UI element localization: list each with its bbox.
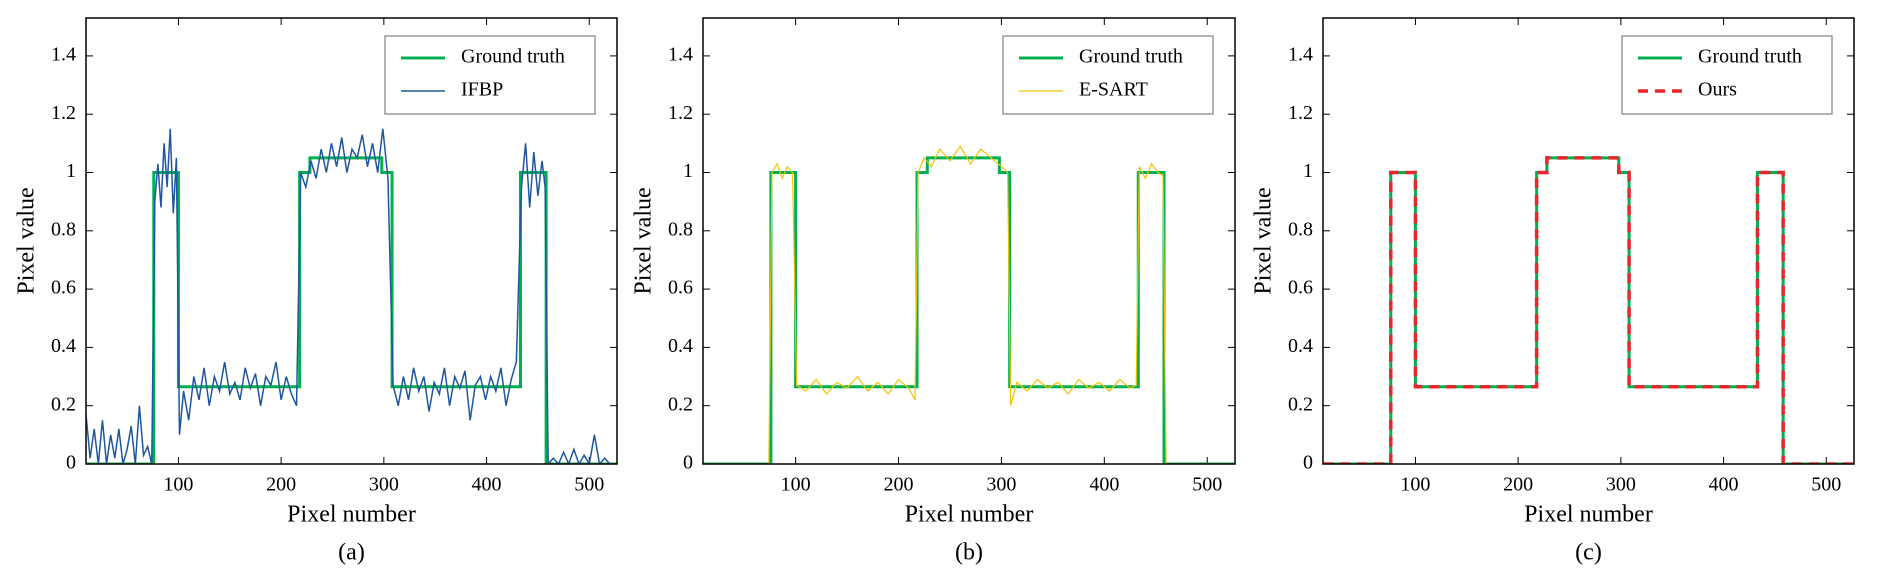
y-axis-label: Pixel value xyxy=(631,187,657,294)
x-tick-label: 400 xyxy=(1709,474,1739,496)
panel: 0 0.2 0.4 0.6 0.8 1 1.2 1.4 100 200 300 400 500 Pixel… xyxy=(1251,17,1855,566)
y-tick-label: 0.4 xyxy=(668,335,693,357)
series-line xyxy=(86,156,617,464)
series-line xyxy=(1323,156,1854,464)
y-tick-label: 0.4 xyxy=(1288,335,1313,357)
panel: 0 0.2 0.4 0.6 0.8 1 1.2 1.4 100 200 300 400 500 Pixel… xyxy=(14,17,618,566)
y-tick-label: 0.8 xyxy=(1288,218,1313,240)
legend-label: Ours xyxy=(1698,79,1737,101)
caption: (b) xyxy=(955,540,983,566)
plot-frame xyxy=(85,17,618,465)
x-tick-label: 500 xyxy=(1811,474,1841,496)
x-tick-label: 200 xyxy=(884,474,914,496)
y-tick-label: 1.4 xyxy=(668,43,693,65)
x-tick-label: 200 xyxy=(1503,474,1533,496)
legend-label: E-SART xyxy=(1079,79,1148,101)
y-tick-label: 0 xyxy=(66,452,76,474)
series-line xyxy=(703,156,1235,464)
y-tick-label: 0.4 xyxy=(51,335,76,357)
y-tick-label: 1.2 xyxy=(1288,102,1313,124)
x-tick-label: 400 xyxy=(472,474,502,496)
x-tick-label: 300 xyxy=(986,474,1016,496)
series-line xyxy=(1323,156,1854,464)
y-tick-label: 0.6 xyxy=(1288,277,1313,299)
x-tick-label: 500 xyxy=(574,474,604,496)
y-tick-label: 0 xyxy=(683,452,693,474)
y-axis-label: Pixel value xyxy=(1251,187,1277,294)
legend-label: Ground truth xyxy=(461,46,565,68)
legend-box xyxy=(384,35,596,115)
x-axis-label: Pixel number xyxy=(905,502,1034,528)
x-tick-label: 100 xyxy=(781,474,811,496)
y-tick-label: 1.4 xyxy=(1288,43,1313,65)
y-tick-label: 1.4 xyxy=(51,43,76,65)
y-tick-label: 0.6 xyxy=(668,277,693,299)
y-tick-label: 0.2 xyxy=(51,393,76,415)
x-tick-label: 100 xyxy=(163,474,193,496)
legend-box xyxy=(1621,35,1833,115)
legend-box xyxy=(1002,35,1214,115)
y-tick-label: 1 xyxy=(683,160,693,182)
y-tick-label: 1.2 xyxy=(51,102,76,124)
y-tick-label: 0.8 xyxy=(668,218,693,240)
x-tick-label: 400 xyxy=(1089,474,1119,496)
x-tick-label: 500 xyxy=(1192,474,1222,496)
plot-frame xyxy=(702,17,1236,465)
y-tick-label: 0.2 xyxy=(1288,393,1313,415)
y-tick-label: 1 xyxy=(66,160,76,182)
y-tick-label: 0.8 xyxy=(51,218,76,240)
y-tick-label: 0.6 xyxy=(51,277,76,299)
legend-label: Ground truth xyxy=(1079,46,1183,68)
y-axis-label: Pixel value xyxy=(14,187,40,294)
legend-label: IFBP xyxy=(461,79,503,101)
series-line xyxy=(703,145,1235,464)
x-axis-label: Pixel number xyxy=(1524,502,1653,528)
x-tick-label: 200 xyxy=(266,474,296,496)
panel: 0 0.2 0.4 0.6 0.8 1 1.2 1.4 100 200 300 400 500 Pixel… xyxy=(631,17,1236,566)
legend-label: Ground truth xyxy=(1698,46,1802,68)
x-tick-label: 100 xyxy=(1400,474,1430,496)
caption: (c) xyxy=(1575,540,1602,566)
x-axis-label: Pixel number xyxy=(287,502,416,528)
caption: (a) xyxy=(338,540,365,566)
x-tick-label: 300 xyxy=(369,474,399,496)
plot-frame xyxy=(1322,17,1855,465)
series-line xyxy=(86,128,617,464)
y-tick-label: 1 xyxy=(1303,160,1313,182)
y-tick-label: 0 xyxy=(1303,452,1313,474)
y-tick-label: 0.2 xyxy=(668,393,693,415)
x-tick-label: 300 xyxy=(1606,474,1636,496)
y-tick-label: 1.2 xyxy=(668,102,693,124)
